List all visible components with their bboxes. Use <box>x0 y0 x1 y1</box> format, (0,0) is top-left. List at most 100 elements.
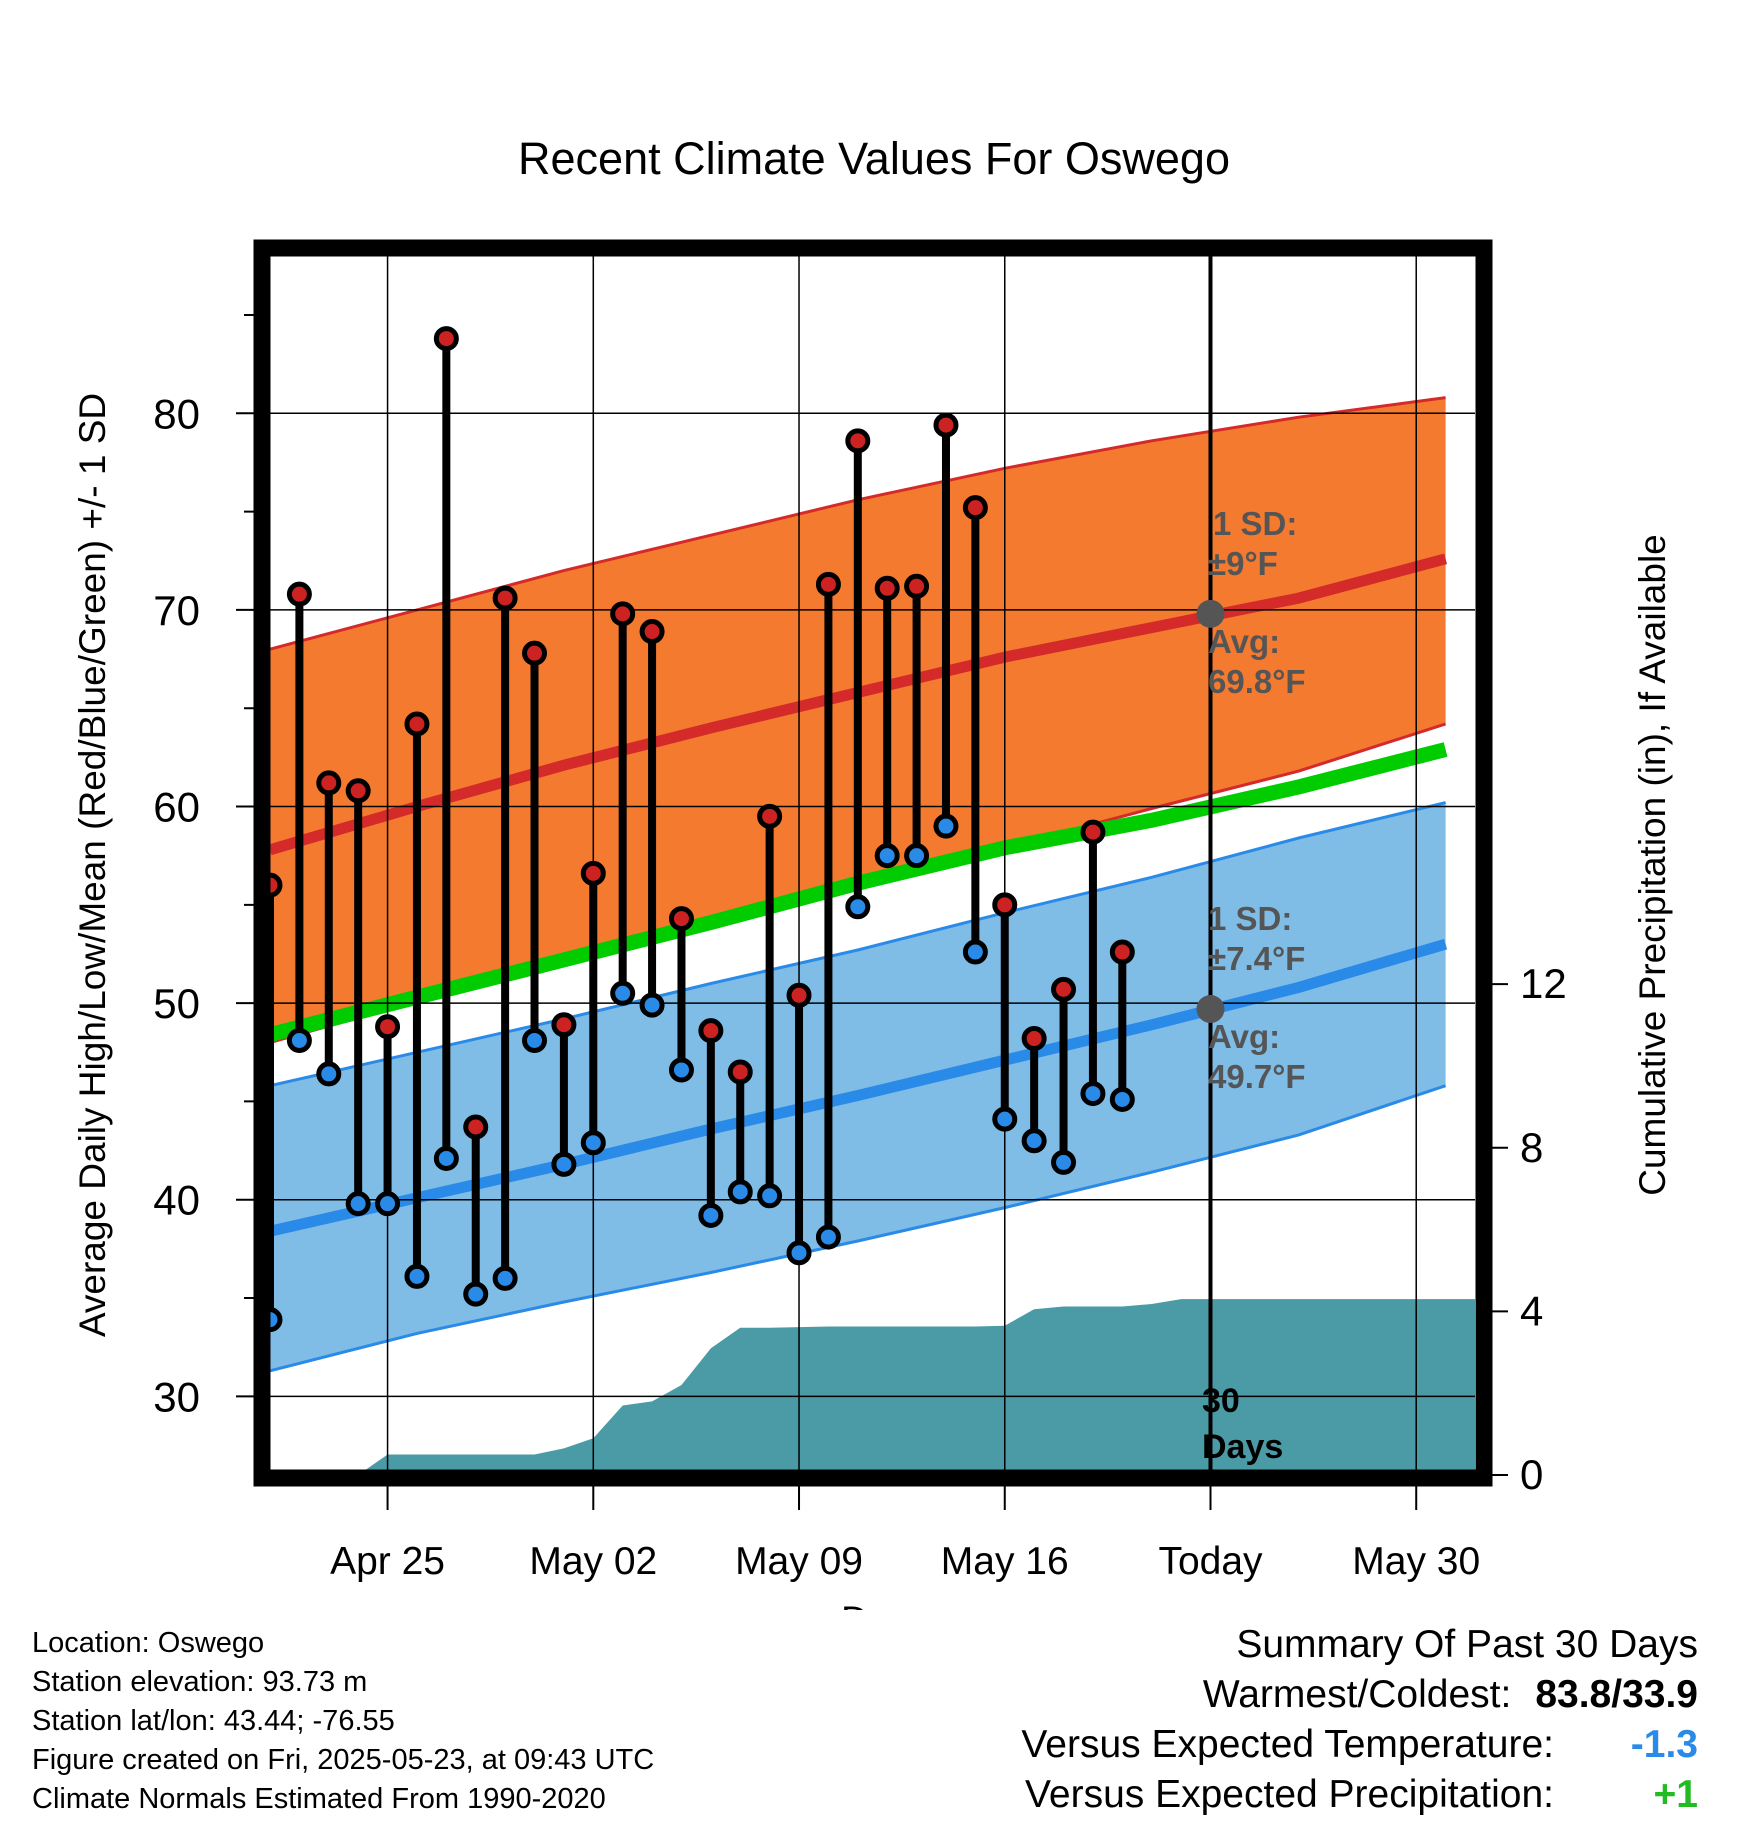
high-avg-label: Avg: <box>1208 623 1280 660</box>
daily-high-marker <box>492 585 518 611</box>
daily-low-marker <box>786 1240 812 1266</box>
daily-high-marker <box>433 326 459 352</box>
daily-low-marker <box>845 894 871 920</box>
daily-high-marker <box>316 770 342 796</box>
daily-low-marker <box>463 1281 489 1307</box>
high-avg-value: 69.8°F <box>1208 663 1306 700</box>
high-sd-value: ±9°F <box>1208 545 1278 582</box>
daily-low-marker <box>492 1265 518 1291</box>
latlon-text: Station lat/lon: 43.44; -76.55 <box>32 1705 395 1737</box>
daily-low-marker <box>815 1224 841 1250</box>
daily-high-marker <box>1021 1026 1047 1052</box>
precipitation-anomaly-value: +1 <box>1653 1773 1698 1816</box>
x-tick-label: Apr 25 <box>330 1540 445 1583</box>
precipitation-area <box>270 1299 1475 1475</box>
daily-low-marker <box>1109 1086 1135 1112</box>
y-axis-label: Average Daily High/Low/Mean (Red/Blue/Gr… <box>72 393 113 1337</box>
daily-high-marker <box>815 571 841 597</box>
daily-high-marker <box>727 1059 753 1085</box>
daily-low-marker <box>316 1061 342 1087</box>
temperature-anomaly-label: Versus Expected Temperature: <box>1021 1723 1554 1766</box>
daily-low-marker <box>757 1183 783 1209</box>
y2-tick-label: 12 <box>1520 960 1567 1007</box>
daily-low-marker <box>639 992 665 1018</box>
daily-low-marker <box>522 1027 548 1053</box>
y2-axis-label: Cumulative Precipitation (in), If Availa… <box>1632 534 1673 1196</box>
daily-high-marker <box>1080 819 1106 845</box>
daily-high-marker <box>962 495 988 521</box>
chart-title: Recent Climate Values For Oswego <box>518 133 1230 184</box>
x-tick-label: May 02 <box>529 1540 657 1583</box>
y2-tick-label: 4 <box>1520 1287 1543 1334</box>
daily-low-marker <box>551 1151 577 1177</box>
y2-tick-label: 0 <box>1520 1451 1543 1498</box>
y-tick-label: 80 <box>153 390 200 437</box>
y-tick-label: 50 <box>153 980 200 1027</box>
warmest-coldest-row: Warmest/Coldest: 83.8/33.9 <box>1021 1670 1698 1720</box>
high-sd-label: 1 SD: <box>1213 505 1297 542</box>
daily-low-marker <box>433 1145 459 1171</box>
temperature-anomaly-row: Versus Expected Temperature: -1.3 <box>1021 1720 1698 1770</box>
warmest-coldest-value: 83.8/33.9 <box>1535 1673 1698 1716</box>
low-sd-label: 1 SD: <box>1208 900 1292 937</box>
daily-high-marker <box>933 412 959 438</box>
daily-low-marker <box>962 939 988 965</box>
plot-frame <box>253 239 1493 1487</box>
daily-low-marker <box>610 980 636 1006</box>
low-sd-band-upper-edge <box>269 801 1446 1088</box>
daily-high-marker <box>522 640 548 666</box>
low-avg-label: Avg: <box>1208 1018 1280 1055</box>
y-tick-label: 60 <box>153 784 200 831</box>
x-tick-label: May 30 <box>1352 1540 1480 1583</box>
daily-low-marker <box>904 843 930 869</box>
station-info: Location: Oswego Station elevation: 93.7… <box>32 1624 654 1819</box>
location-text: Location: Oswego <box>32 1627 265 1659</box>
temperature-anomaly-value: -1.3 <box>1630 1723 1698 1766</box>
y2-tick-label: 8 <box>1520 1124 1543 1171</box>
x-tick-label: May 09 <box>735 1540 863 1583</box>
daily-high-marker <box>345 778 371 804</box>
x-tick-label: Today <box>1158 1540 1263 1583</box>
daily-low-marker <box>375 1191 401 1217</box>
daily-low-marker <box>1051 1149 1077 1175</box>
today-low-normal-marker <box>1196 995 1225 1024</box>
daily-high-marker <box>286 581 312 607</box>
daily-high-marker <box>845 428 871 454</box>
daily-high-marker <box>375 1014 401 1040</box>
daily-low-marker <box>933 813 959 839</box>
warmest-coldest-label: Warmest/Coldest: <box>1202 1673 1512 1716</box>
summary-panel: Summary Of Past 30 Days Warmest/Coldest:… <box>1021 1620 1698 1820</box>
low-sd-band-lower-edge <box>269 1084 1447 1373</box>
daily-high-marker <box>580 860 606 886</box>
daily-high-marker <box>786 982 812 1008</box>
daily-high-marker <box>904 573 930 599</box>
daily-low-marker <box>345 1191 371 1217</box>
x-tick-label: May 16 <box>941 1540 1069 1583</box>
daily-high-marker <box>463 1114 489 1140</box>
daily-low-marker <box>668 1057 694 1083</box>
daily-high-marker <box>551 1012 577 1038</box>
daily-high-marker <box>874 575 900 601</box>
daily-low-marker <box>874 843 900 869</box>
summary-title: Summary Of Past 30 Days <box>1236 1623 1698 1666</box>
daily-high-marker <box>404 711 430 737</box>
daily-low-marker <box>404 1263 430 1289</box>
daily-high-marker <box>1109 939 1135 965</box>
climate-chart: Recent Climate Values For Oswego 1 SD:±9… <box>72 133 1673 1610</box>
daily-low-marker <box>727 1179 753 1205</box>
today-high-normal-marker <box>1196 599 1225 628</box>
daily-low-marker <box>992 1106 1018 1132</box>
daily-low-marker <box>286 1027 312 1053</box>
normal-low-line <box>268 938 1448 1237</box>
daily-high-marker <box>639 619 665 645</box>
normals-text: Climate Normals Estimated From 1990-2020 <box>32 1783 606 1815</box>
daily-high-marker <box>1051 976 1077 1002</box>
y-tick-label: 70 <box>153 587 200 634</box>
daily-low-marker <box>1021 1128 1047 1154</box>
daily-high-marker <box>610 601 636 627</box>
daily-high-marker <box>698 1018 724 1044</box>
window-label-days: Days <box>1202 1428 1283 1466</box>
precipitation-anomaly-row: Versus Expected Precipitation: +1 <box>1021 1770 1698 1820</box>
y-tick-label: 40 <box>153 1177 200 1224</box>
precipitation-anomaly-label: Versus Expected Precipitation: <box>1025 1773 1554 1816</box>
